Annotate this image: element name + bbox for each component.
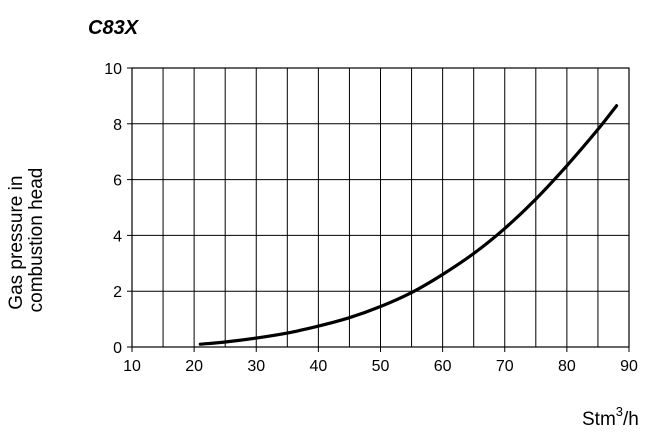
x-tick-label: 20 — [185, 358, 203, 375]
x-axis-label-base: Stm — [582, 409, 616, 430]
y-axis-label-line-2: combustion head — [26, 168, 47, 313]
x-tick-label: 10 — [123, 358, 141, 375]
y-tick-label: 4 — [113, 228, 122, 245]
x-axis-label: Stm3/h — [582, 404, 639, 430]
x-axis-label-suffix: /h — [623, 409, 639, 430]
x-tick-label: 60 — [434, 358, 452, 375]
y-axis-label: Gas pressure in combustion head — [6, 168, 47, 313]
y-tick-label: 0 — [113, 340, 122, 357]
y-tick-label: 2 — [113, 284, 122, 301]
x-tick-label: 50 — [372, 358, 390, 375]
x-tick-label: 40 — [309, 358, 327, 375]
x-tick-label: 90 — [620, 358, 638, 375]
series-line — [198, 104, 619, 346]
y-tick-labels: 0 2 4 6 8 10 — [104, 61, 132, 357]
x-tick-label: 70 — [496, 358, 514, 375]
series-layer — [198, 104, 619, 346]
x-tick-label: 30 — [247, 358, 265, 375]
x-tick-label: 80 — [558, 358, 576, 375]
y-tick-label: 6 — [113, 173, 122, 190]
y-axis-label-line-1: Gas pressure in — [6, 176, 27, 310]
y-tick-label: 8 — [113, 117, 122, 134]
chart-title: C83X — [88, 17, 140, 39]
y-tick-label: 10 — [104, 61, 122, 78]
x-axis-label-sup: 3 — [616, 404, 623, 419]
x-tick-labels: 10 20 30 40 50 60 70 80 90 — [123, 347, 638, 375]
